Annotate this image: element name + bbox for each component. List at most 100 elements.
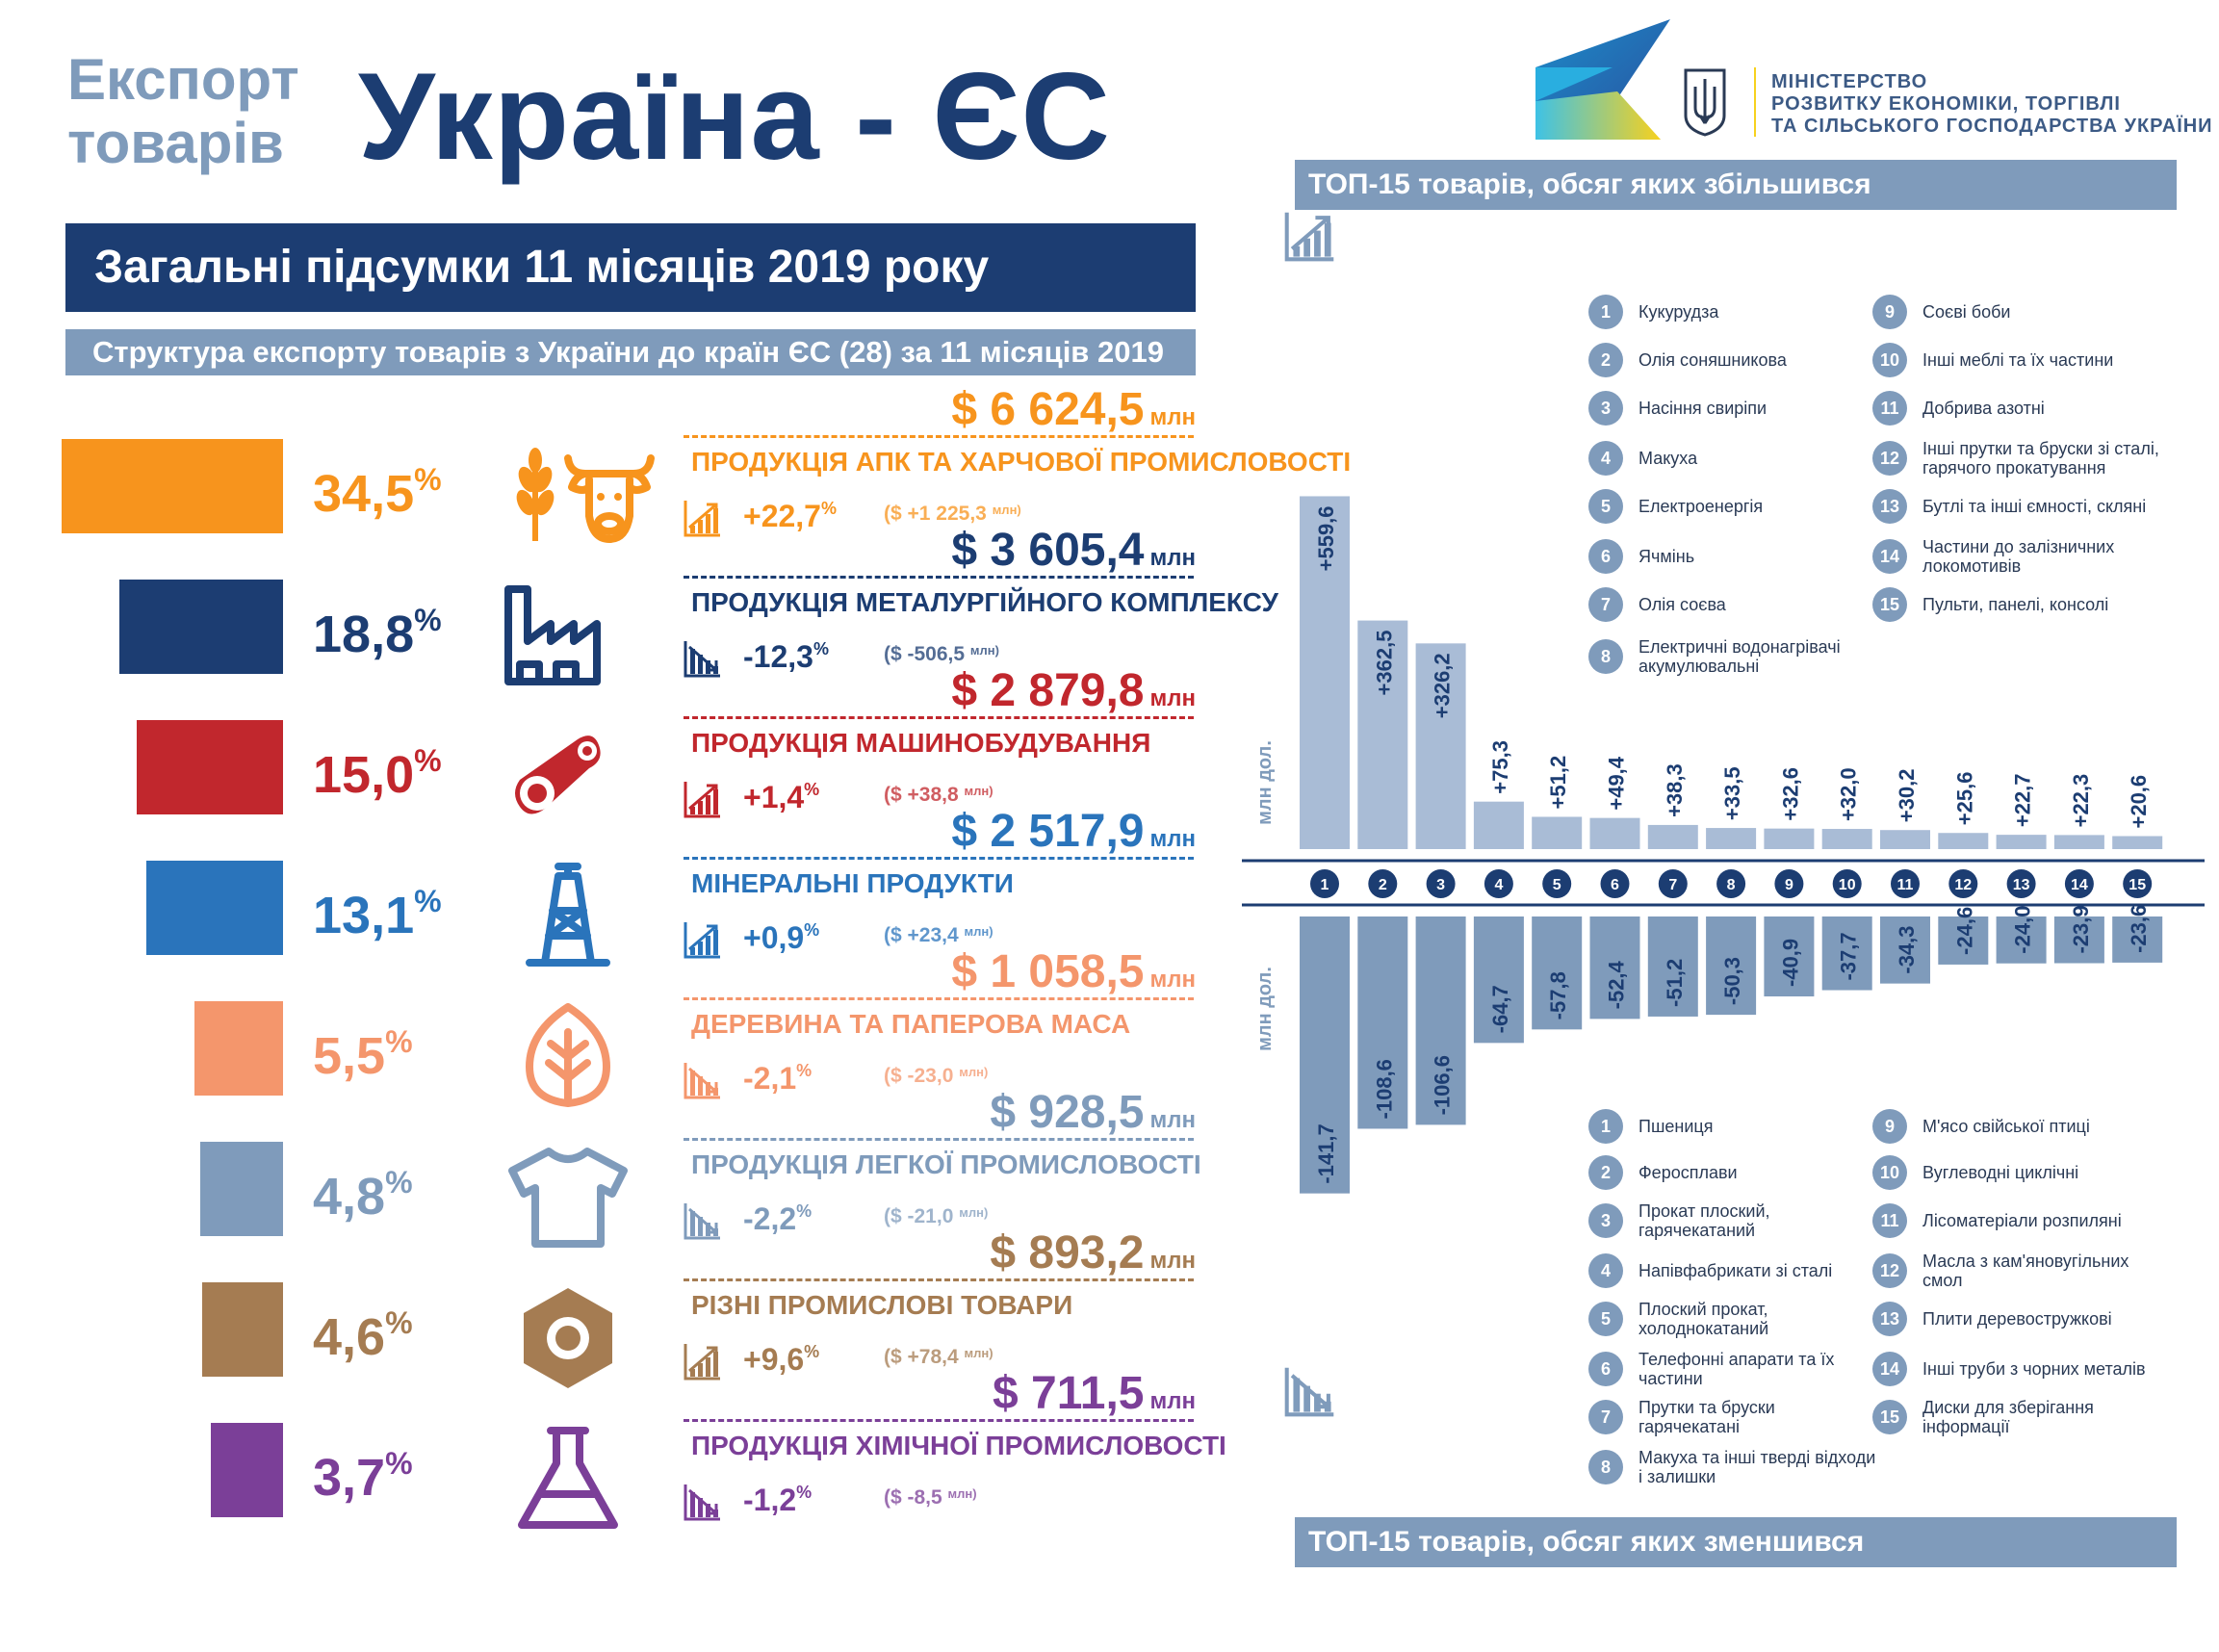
bar-increase-label: +326,2 bbox=[1431, 653, 1455, 718]
category-number-badge bbox=[2006, 869, 2036, 898]
trend-up-icon bbox=[684, 499, 722, 537]
change-absolute: ($ +78,4 млн) bbox=[884, 1346, 993, 1369]
legend-item: 2 Феросплави bbox=[1588, 1153, 1879, 1192]
category-name: РІЗНІ ПРОМИСЛОВІ ТОВАРИ bbox=[691, 1290, 1073, 1320]
share-value: 4,6 bbox=[313, 1308, 386, 1366]
category-name: ДЕРЕВИНА ТА ПАПЕРОВА МАСА bbox=[691, 1009, 1131, 1039]
bar-decrease-label: -141,7 bbox=[1314, 1123, 1338, 1183]
hex-nut-icon bbox=[501, 1284, 664, 1390]
legend-label: Напівфабрикати зі сталі bbox=[1638, 1261, 1833, 1280]
change-percent-value: -2,2 bbox=[743, 1201, 797, 1236]
legend-number: 10 bbox=[1872, 343, 1907, 377]
bar-increase bbox=[1357, 620, 1408, 849]
change-info: +0,9% ($ +23,4 млн) bbox=[684, 915, 1184, 963]
row-divider bbox=[684, 997, 1194, 1000]
bar-decrease-label: -52,4 bbox=[1605, 960, 1629, 1009]
legend-label: Насіння свиріпи bbox=[1638, 399, 1767, 418]
category-number-badge bbox=[1426, 869, 1456, 898]
category-number: 2 bbox=[1379, 877, 1387, 893]
legend-number: 4 bbox=[1588, 441, 1623, 476]
legend-number: 5 bbox=[1588, 1302, 1623, 1336]
category-name: ПРОДУКЦІЯ АПК ТА ХАРЧОВОЇ ПРОМИСЛОВОСТІ bbox=[691, 447, 1352, 477]
legend-number: 6 bbox=[1588, 1352, 1623, 1386]
legend-item: 10 Інші меблі та їх частини bbox=[1872, 341, 2163, 379]
y-axis-label-up: млн дол. bbox=[1254, 740, 1276, 825]
export-value: $ 2 879,8 млн bbox=[951, 664, 1196, 717]
legend-label: М'ясо свійської птиці bbox=[1922, 1117, 2090, 1136]
legend-number: 3 bbox=[1588, 1203, 1623, 1238]
export-value: $ 928,5 млн bbox=[990, 1086, 1196, 1139]
row-divider bbox=[684, 1419, 1194, 1422]
row-divider bbox=[684, 857, 1194, 860]
trend-down-icon bbox=[684, 1483, 722, 1521]
legend-label: Соєві боби bbox=[1922, 302, 2011, 322]
bar-increase-label: +49,4 bbox=[1605, 756, 1629, 810]
change-percent-value: +1,4 bbox=[743, 780, 805, 814]
bar-increase-label: +32,0 bbox=[1837, 767, 1861, 821]
legend-number: 3 bbox=[1588, 391, 1623, 426]
legend-item: 1 Кукурудза bbox=[1588, 293, 1879, 331]
export-value: $ 3 605,4 млн bbox=[951, 524, 1196, 577]
wheat-and-cow-icon bbox=[501, 441, 664, 547]
bar-decrease-label: -64,7 bbox=[1488, 985, 1512, 1033]
bar-increase bbox=[1473, 801, 1524, 849]
change-percent: -1,2% bbox=[743, 1483, 813, 1517]
export-unit: млн bbox=[1149, 967, 1197, 993]
legend-item: 9 Соєві боби bbox=[1872, 293, 2163, 331]
legend-label: Частини до залізничних локомотивів bbox=[1922, 537, 2115, 576]
legend-label: Макуха та інші тверді відходи і залишки bbox=[1638, 1448, 1876, 1486]
change-percent-value: +9,6 bbox=[743, 1342, 805, 1377]
legend-number: 15 bbox=[1872, 587, 1907, 622]
share-value: 18,8 bbox=[313, 606, 415, 663]
bar-increase-label: +51,2 bbox=[1546, 756, 1570, 810]
trend-down-icon bbox=[1284, 1367, 1334, 1417]
legend-item: 15 Пульти, панелі, консолі bbox=[1872, 585, 2163, 624]
change-absolute-value: ($ +38,8 bbox=[884, 784, 959, 806]
category-number: 13 bbox=[2013, 877, 2030, 893]
change-absolute: ($ +23,4 млн) bbox=[884, 924, 993, 947]
legend-number: 7 bbox=[1588, 587, 1623, 622]
legend-label: Олія соєва bbox=[1638, 595, 1726, 614]
change-percent-value: -1,2 bbox=[743, 1483, 797, 1517]
share-value: 34,5 bbox=[313, 465, 415, 523]
bar-decrease bbox=[1473, 916, 1524, 1044]
legend-number: 11 bbox=[1872, 391, 1907, 426]
change-absolute: ($ -8,5 млн) bbox=[884, 1486, 977, 1510]
legend-label: Диски для зберігання інформації bbox=[1922, 1398, 2094, 1436]
change-absolute: ($ -21,0 млн) bbox=[884, 1205, 988, 1228]
legend-item: 14 Інші труби з чорних металів bbox=[1872, 1350, 2163, 1388]
change-info: -2,2% ($ -21,0 млн) bbox=[684, 1196, 1184, 1244]
bar-increase bbox=[1415, 643, 1466, 849]
bar-decrease-label: -37,7 bbox=[1837, 932, 1861, 980]
share-percent: 13,1% bbox=[313, 884, 442, 944]
bar-increase bbox=[1706, 828, 1757, 849]
trend-up-icon bbox=[684, 920, 722, 959]
ministry-line3: ТА СІЛЬСЬКОГО ГОСПОДАРСТВА УКРАЇНИ bbox=[1771, 116, 2213, 137]
change-absolute-value: ($ -23,0 bbox=[884, 1065, 954, 1087]
change-info: -2,1% ($ -23,0 млн) bbox=[684, 1055, 1184, 1103]
category-row: 5,5% $ 1 058,5 млн ДЕРЕВИНА ТА ПАПЕРОВА М… bbox=[0, 946, 1213, 1134]
export-unit: млн bbox=[1149, 1248, 1197, 1274]
export-amount: $ 928,5 bbox=[990, 1087, 1145, 1138]
legend-number: 13 bbox=[1872, 1302, 1907, 1336]
share-percent: 3,7% bbox=[313, 1446, 413, 1507]
change-percent: -12,3% bbox=[743, 639, 829, 674]
legend-number: 12 bbox=[1872, 1253, 1907, 1288]
main-title: Україна - ЄС bbox=[358, 48, 1111, 186]
share-bar bbox=[62, 439, 283, 533]
change-absolute: ($ +1 225,3 млн) bbox=[884, 503, 1021, 526]
change-percent: +0,9% bbox=[743, 920, 820, 955]
export-title-line2: товарів bbox=[67, 111, 284, 175]
legend-item: 14 Частини до залізничних локомотивів bbox=[1872, 537, 2163, 576]
legend-item: 6 Телефонні апарати та їх частини bbox=[1588, 1350, 1879, 1388]
bar-decrease bbox=[2053, 916, 2104, 964]
share-bar bbox=[194, 1001, 283, 1096]
legend-label: Олія соняшникова bbox=[1638, 350, 1787, 370]
category-number: 11 bbox=[1897, 877, 1914, 893]
legend-label: Вуглеводні циклічні bbox=[1922, 1163, 2079, 1182]
top-decrease-title: ТОП-15 товарів, обсяг яких зменшився bbox=[1295, 1517, 2177, 1567]
share-percent: 5,5% bbox=[313, 1024, 413, 1085]
category-number: 3 bbox=[1436, 877, 1445, 893]
bar-decrease-label: -40,9 bbox=[1778, 939, 1802, 987]
export-unit: млн bbox=[1149, 404, 1197, 430]
